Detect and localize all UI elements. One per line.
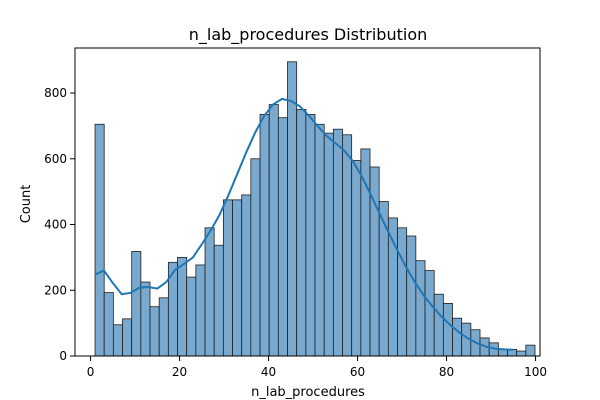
histogram-bars bbox=[94, 61, 536, 357]
histogram-bar bbox=[277, 117, 288, 357]
histogram-bar bbox=[332, 128, 343, 357]
x-tick-label: 60 bbox=[350, 365, 365, 379]
histogram-bar bbox=[351, 160, 362, 357]
histogram-bar bbox=[222, 199, 233, 357]
histogram-bar bbox=[149, 306, 160, 357]
histogram-bar bbox=[232, 199, 243, 357]
x-axis-ticks: 0 20 40 60 80 100 bbox=[87, 356, 547, 379]
histogram-bar bbox=[268, 104, 279, 357]
histogram-bar bbox=[103, 292, 114, 357]
chart-title: n_lab_procedures Distribution bbox=[189, 25, 428, 45]
y-axis-ticks: 0 200 400 600 800 bbox=[44, 86, 75, 363]
histogram-bar bbox=[342, 134, 353, 357]
x-tick-label: 80 bbox=[439, 365, 454, 379]
x-tick-label: 100 bbox=[524, 365, 547, 379]
histogram-bar bbox=[122, 318, 133, 357]
x-tick-label: 0 bbox=[87, 365, 95, 379]
y-tick-label: 400 bbox=[44, 218, 67, 232]
histogram-bar bbox=[287, 61, 298, 357]
plot-frame bbox=[74, 47, 541, 357]
histogram-bar bbox=[186, 276, 197, 357]
histogram-bar bbox=[360, 148, 371, 357]
histogram-bar bbox=[213, 244, 224, 357]
histogram-bar bbox=[158, 297, 169, 357]
histogram-bar bbox=[131, 251, 142, 357]
histogram-bar bbox=[195, 264, 206, 357]
histogram-bar bbox=[415, 260, 426, 357]
histogram-bar bbox=[314, 123, 325, 357]
x-axis-label: n_lab_procedures bbox=[251, 385, 365, 400]
histogram-bar bbox=[387, 217, 398, 357]
histogram-bar bbox=[94, 123, 105, 357]
y-tick-label: 0 bbox=[59, 349, 67, 363]
histogram-bar bbox=[112, 324, 123, 357]
axes-frame bbox=[74, 47, 541, 357]
histogram-bar bbox=[378, 201, 389, 357]
histogram-bar bbox=[516, 350, 527, 357]
y-tick-label: 200 bbox=[44, 283, 67, 297]
histogram-bar bbox=[323, 132, 334, 357]
y-tick-label: 800 bbox=[44, 86, 67, 100]
histogram-bar bbox=[452, 317, 463, 357]
kde-line bbox=[94, 97, 514, 351]
histogram-bar bbox=[296, 109, 307, 357]
y-tick-label: 600 bbox=[44, 152, 67, 166]
histogram-bar bbox=[406, 235, 417, 357]
histogram-bar bbox=[433, 293, 444, 357]
histogram-bar bbox=[525, 344, 536, 357]
histogram-bar bbox=[250, 158, 261, 357]
x-tick-label: 40 bbox=[261, 365, 276, 379]
histogram-bar bbox=[397, 227, 408, 357]
histogram-bar bbox=[140, 281, 151, 357]
histogram-bar bbox=[241, 194, 252, 357]
histogram-bar bbox=[259, 113, 270, 357]
histogram-bar bbox=[204, 227, 215, 357]
histogram-bar bbox=[424, 270, 435, 357]
x-tick-label: 20 bbox=[172, 365, 187, 379]
histogram-bar bbox=[305, 113, 316, 357]
histogram-bar bbox=[442, 303, 453, 357]
y-axis-label: Count bbox=[19, 185, 34, 224]
histogram-bar bbox=[177, 256, 188, 357]
